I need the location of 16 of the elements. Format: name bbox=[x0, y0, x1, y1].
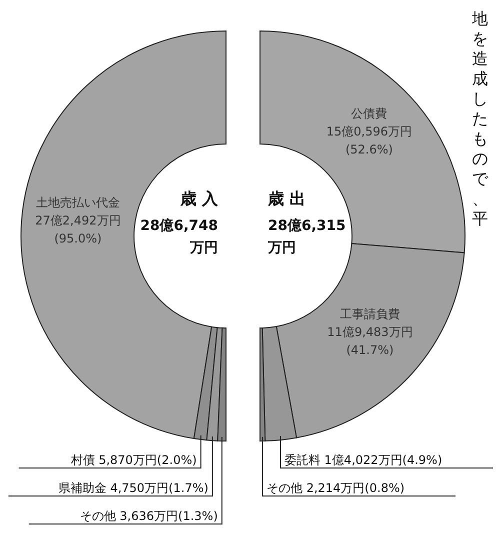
slice-label: その他 2,214万円(0.8%) bbox=[266, 481, 405, 495]
data-label: 15億0,596万円(52.6%) bbox=[326, 124, 412, 156]
slice-label: 村債 5,870万円(2.0%) bbox=[70, 453, 197, 467]
slice-label: 委託料 1億4,022万円(4.9%) bbox=[284, 453, 442, 467]
slice-label: 工事請負費 bbox=[340, 306, 400, 321]
slice-label: 土地売払い代金 bbox=[36, 195, 120, 210]
slice-label: 県補助金 4,750万円(1.7%) bbox=[58, 481, 208, 495]
data-label: 27億2,492万円(95.0%) bbox=[35, 213, 121, 246]
text: 歳 入 bbox=[179, 189, 219, 208]
text: 歳 出 bbox=[267, 189, 306, 208]
data-label: 11億9,483万円(41.7%) bbox=[327, 324, 413, 357]
slice-label: 公債費 bbox=[351, 106, 388, 120]
slice-label: その他 3,636万円(1.3%) bbox=[80, 509, 218, 523]
text: 28億6,315万円 bbox=[267, 217, 346, 256]
text: 28億6,748万円 bbox=[140, 217, 218, 256]
text: 地を造成したもので、平 bbox=[472, 9, 488, 228]
